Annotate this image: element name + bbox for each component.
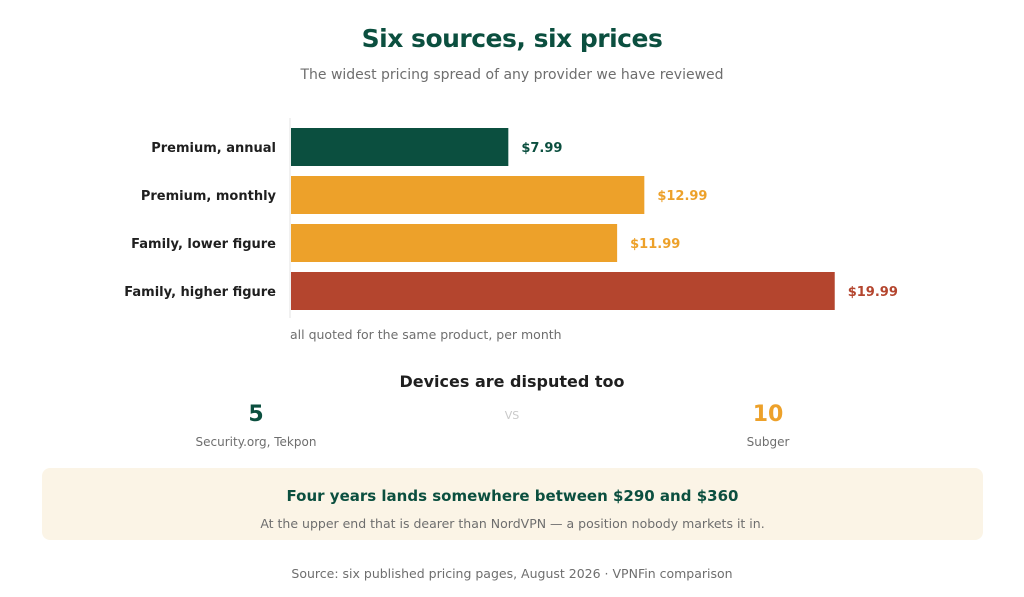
devices-vs-label: VS — [504, 409, 520, 422]
category-label: Premium, monthly — [141, 189, 277, 204]
callout-body: At the upper end that is dearer than Nor… — [260, 516, 765, 531]
devices-right-value: 10 — [752, 402, 784, 427]
summary-callout: Four years lands somewhere between $290 … — [42, 468, 983, 540]
chart-note: all quoted for the same product, per mon… — [290, 327, 562, 342]
source-footnote: Source: six published pricing pages, Aug… — [291, 566, 733, 581]
chart-subtitle: The widest pricing spread of any provide… — [300, 67, 724, 83]
category-label: Premium, annual — [151, 141, 276, 156]
bar-value-label: $11.99 — [630, 237, 680, 252]
bar-value-label: $19.99 — [848, 285, 898, 300]
bar-value-label: $7.99 — [521, 141, 562, 156]
bar — [291, 224, 618, 262]
devices-left-value: 5 — [248, 402, 264, 427]
category-label: Family, lower figure — [131, 237, 276, 252]
bar-value-label: $12.99 — [657, 189, 707, 204]
bar — [291, 176, 645, 214]
price-bar-chart: Premium, annual $7.99 Premium, monthly $12.… — [124, 118, 898, 318]
callout-title: Four years lands somewhere between $290 … — [286, 487, 739, 505]
bar — [291, 128, 509, 166]
bar — [291, 272, 835, 310]
chart-title: Six sources, six prices — [361, 24, 663, 53]
category-label: Family, higher figure — [124, 285, 276, 300]
devices-left-label: Security.org, Tekpon — [195, 435, 317, 449]
devices-title: Devices are disputed too — [399, 372, 625, 391]
devices-right-label: Subger — [746, 435, 790, 449]
